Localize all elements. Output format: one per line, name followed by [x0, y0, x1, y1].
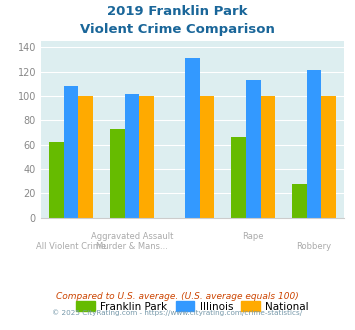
Bar [125, 94, 139, 218]
Bar [110, 129, 125, 218]
Text: Compared to U.S. average. (U.S. average equals 100): Compared to U.S. average. (U.S. average … [56, 292, 299, 301]
Legend: Franklin Park, Illinois, National: Franklin Park, Illinois, National [72, 297, 313, 316]
Text: Rape: Rape [242, 232, 264, 242]
Text: 2019 Franklin Park: 2019 Franklin Park [107, 5, 248, 18]
Bar [231, 137, 246, 218]
Bar [321, 96, 336, 218]
Bar [307, 71, 321, 218]
Bar [261, 96, 275, 218]
Bar [200, 96, 214, 218]
Bar [139, 96, 154, 218]
Text: Murder & Mans...: Murder & Mans... [96, 242, 168, 251]
Bar [292, 184, 307, 218]
Bar [49, 142, 64, 218]
Bar [185, 58, 200, 218]
Text: Robbery: Robbery [296, 242, 332, 251]
Text: © 2025 CityRating.com - https://www.cityrating.com/crime-statistics/: © 2025 CityRating.com - https://www.city… [53, 310, 302, 316]
Bar [78, 96, 93, 218]
Bar [246, 80, 261, 218]
Text: All Violent Crime: All Violent Crime [36, 242, 106, 251]
Text: Aggravated Assault: Aggravated Assault [91, 232, 173, 242]
Bar [64, 86, 78, 218]
Text: Violent Crime Comparison: Violent Crime Comparison [80, 23, 275, 36]
